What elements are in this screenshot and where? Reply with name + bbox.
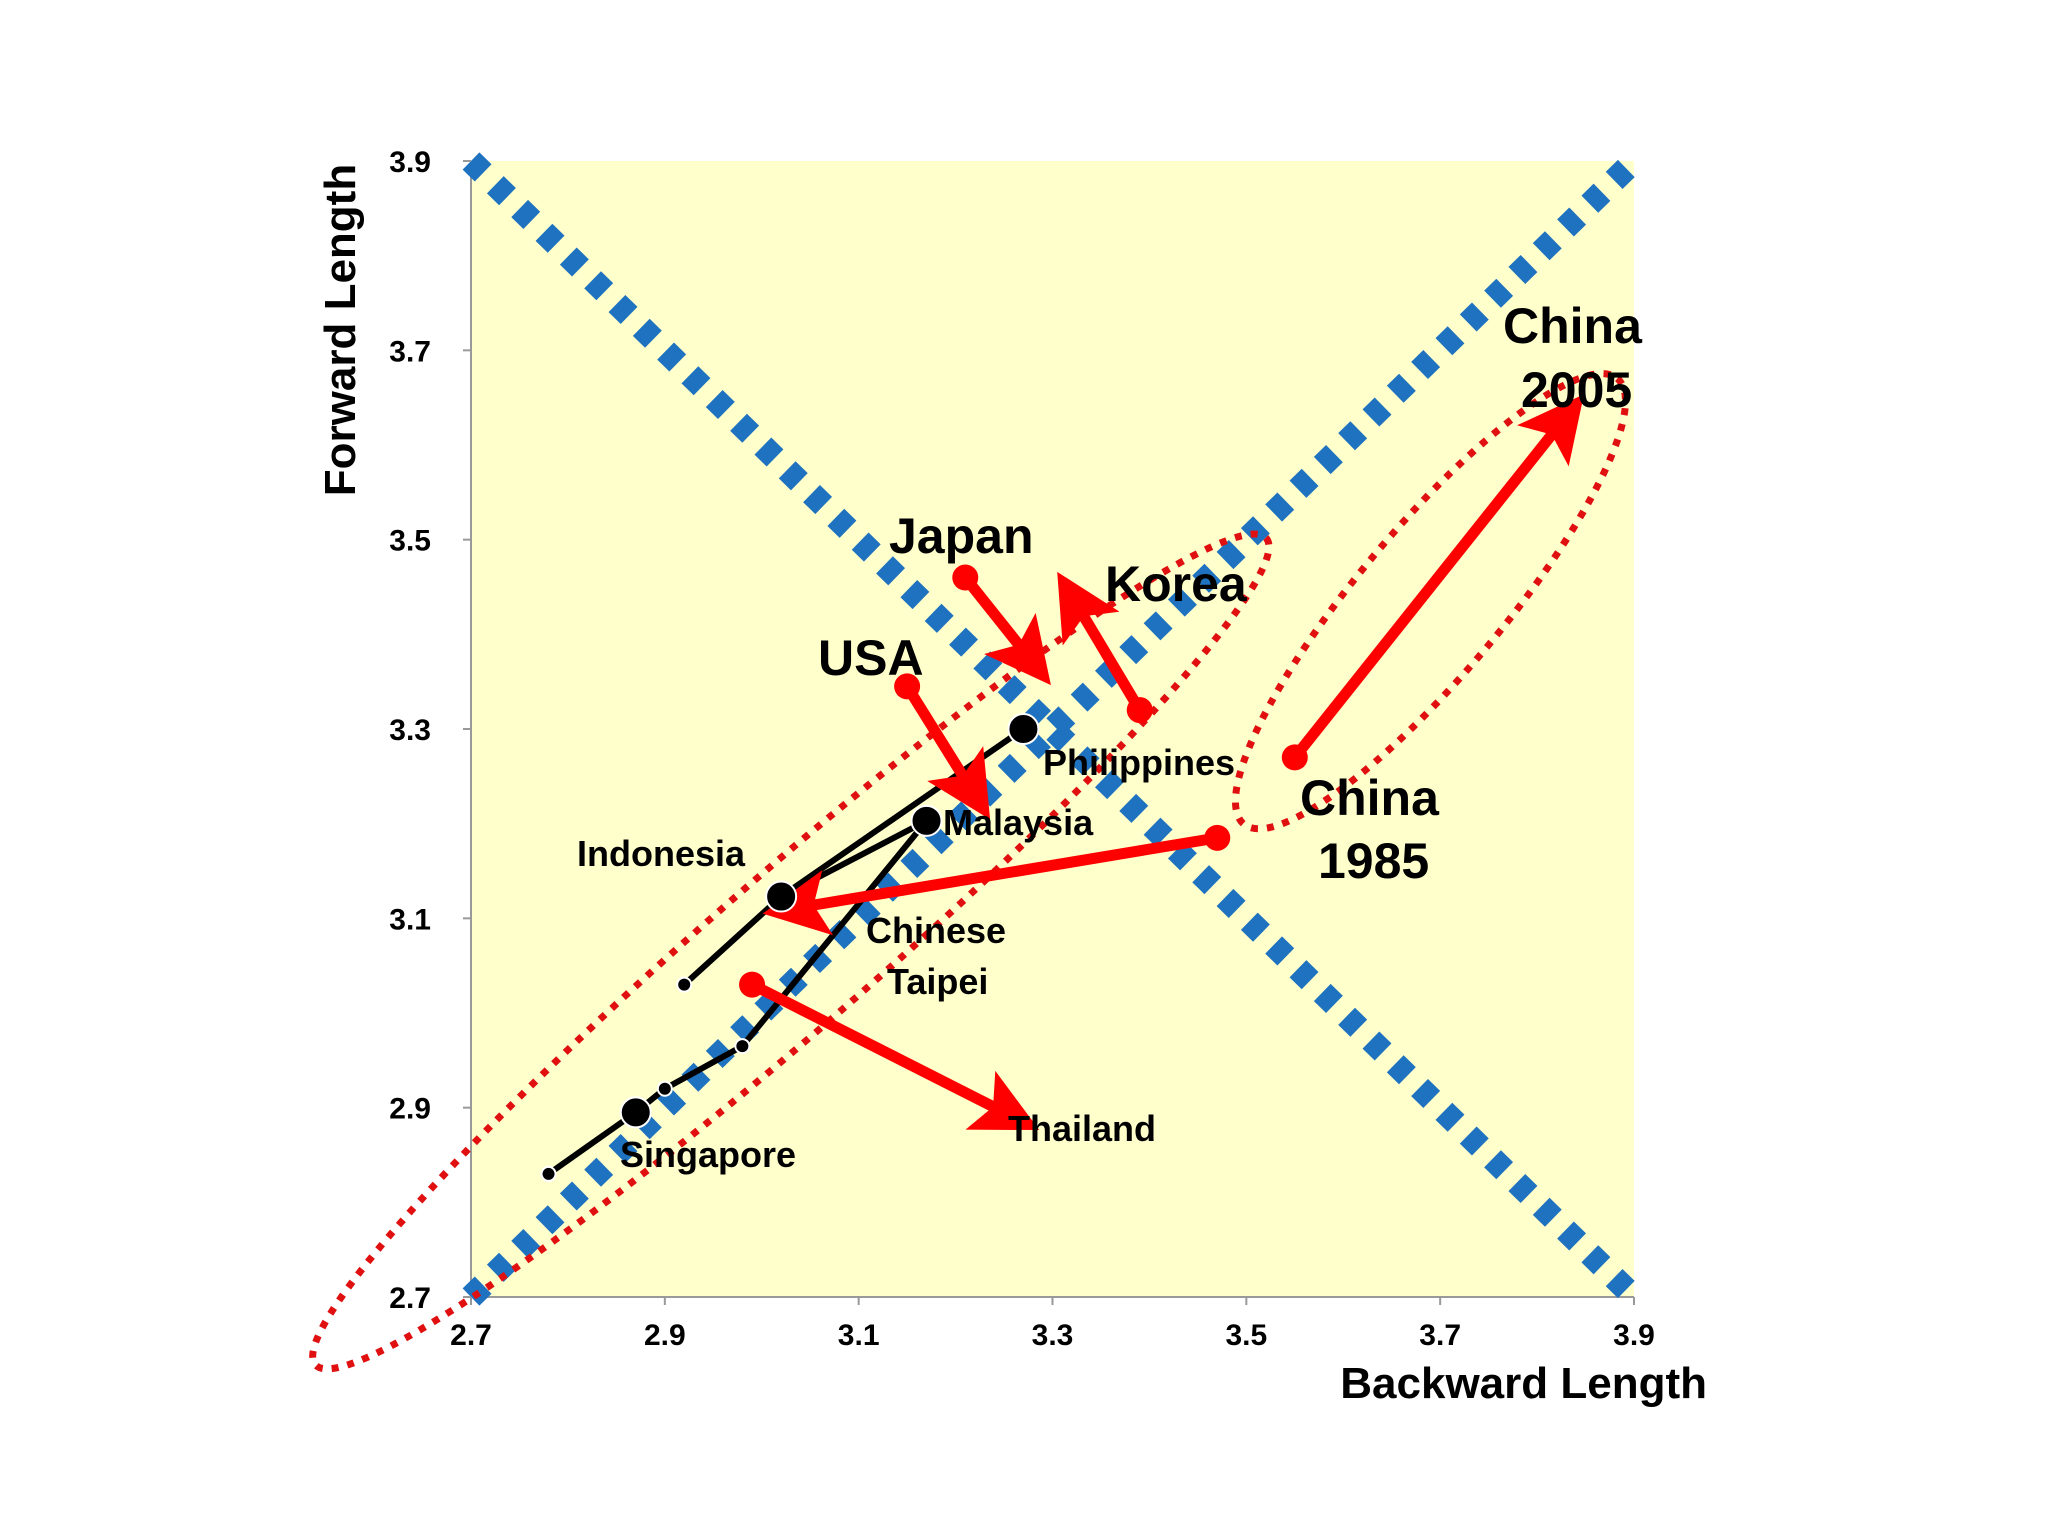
y-tick-label: 2.7 bbox=[389, 1282, 431, 1315]
point-singapore bbox=[619, 1096, 652, 1129]
movement-arrows bbox=[739, 394, 1584, 1131]
x-tick-label: 3.7 bbox=[1419, 1319, 1461, 1352]
label-china-1985-line1: China bbox=[1300, 770, 1440, 826]
point-malaysia bbox=[910, 804, 943, 837]
y-tick-label: 3.7 bbox=[389, 335, 431, 368]
arrow-usa bbox=[902, 683, 991, 820]
arrow-japan bbox=[960, 574, 1051, 686]
point bbox=[734, 1038, 751, 1055]
label-china-1985-line2: 1985 bbox=[1318, 833, 1429, 889]
x-ticks: 2.7 2.9 3.1 3.3 3.5 3.7 3.9 bbox=[450, 1297, 1655, 1352]
x-tick-label: 3.1 bbox=[838, 1319, 880, 1352]
grouping-ellipses bbox=[309, 370, 1629, 1373]
y-tick-label: 3.3 bbox=[389, 714, 431, 747]
label-singapore: Singapore bbox=[620, 1134, 796, 1175]
connector-line bbox=[546, 1043, 744, 1177]
label-japan: Japan bbox=[889, 508, 1034, 564]
label-malaysia: Malaysia bbox=[943, 802, 1094, 843]
y-tick-label: 3.9 bbox=[389, 146, 431, 179]
data-points bbox=[540, 713, 1040, 1182]
grouping-ellipse bbox=[1231, 370, 1629, 833]
grouping-ellipse bbox=[309, 530, 1273, 1373]
x-tick-label: 2.7 bbox=[450, 1319, 492, 1352]
label-china-2005-line1: China bbox=[1503, 298, 1643, 354]
point bbox=[676, 976, 693, 993]
x-tick-label: 3.5 bbox=[1225, 1319, 1267, 1352]
y-tick-label: 3.1 bbox=[389, 903, 431, 936]
point-indonesia bbox=[765, 880, 798, 913]
point bbox=[656, 1080, 673, 1097]
x-tick-label: 3.3 bbox=[1032, 1319, 1074, 1352]
arrow-china bbox=[1290, 394, 1584, 761]
y-axis-title: Forward Length bbox=[316, 164, 365, 496]
label-indonesia: Indonesia bbox=[577, 833, 746, 874]
label-chinese: Chinese bbox=[866, 910, 1006, 951]
label-korea: Korea bbox=[1105, 556, 1248, 612]
y-tick-label: 3.5 bbox=[389, 525, 431, 558]
label-philippines: Philippines bbox=[1043, 742, 1235, 783]
plot-area bbox=[471, 161, 1634, 1297]
y-ticks: 2.7 2.9 3.1 3.3 3.5 3.7 3.9 bbox=[389, 146, 471, 1315]
arrow-thailand bbox=[749, 979, 1040, 1131]
x-tick-label: 3.9 bbox=[1613, 1319, 1655, 1352]
label-taipei: Taipei bbox=[887, 961, 988, 1002]
label-usa: USA bbox=[818, 630, 924, 686]
label-thailand: Thailand bbox=[1008, 1108, 1156, 1149]
label-china-2005-line2: 2005 bbox=[1521, 362, 1632, 418]
y-tick-label: 2.9 bbox=[389, 1093, 431, 1126]
arrow-korea bbox=[1057, 571, 1145, 713]
x-tick-label: 2.9 bbox=[644, 1319, 686, 1352]
connector-line bbox=[740, 818, 929, 1049]
arrow-chinese-taipei bbox=[762, 832, 1219, 936]
point bbox=[540, 1165, 557, 1182]
point-philippines bbox=[1007, 713, 1040, 745]
x-axis-title: Backward Length bbox=[1340, 1359, 1707, 1408]
